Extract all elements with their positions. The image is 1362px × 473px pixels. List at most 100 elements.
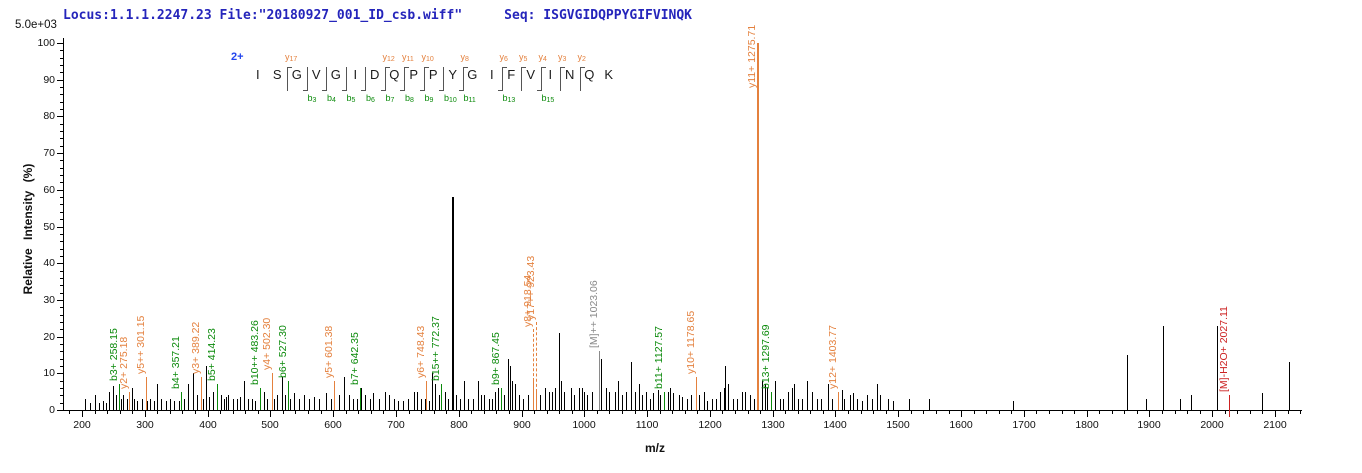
x-major-tick [647,411,648,417]
peak [780,398,781,410]
peak [615,391,616,410]
peak [853,393,854,410]
y-tick-label: 90 [43,74,55,86]
peak [888,398,889,410]
ion-peak-b7+ [360,387,361,410]
peak [725,365,726,410]
ion-peak-y12+ [838,391,839,410]
peak [121,398,122,410]
peak [132,387,133,410]
peak [414,391,415,410]
x-tick-label: 1000 [572,419,596,431]
y-ion-label: y2 [577,52,586,63]
peak [157,384,158,410]
peak [842,389,843,410]
x-minor-tick [999,411,1000,414]
x-major-tick [584,411,585,417]
peak [559,332,560,410]
ion-peak-label: [M]-H2O+ 2027.11 [1218,306,1230,393]
b-ion-hook [341,90,347,91]
peak [425,398,426,410]
peak [421,398,422,410]
x-minor-tick [974,411,975,414]
y-minor-tick [60,366,63,367]
peak [365,395,366,410]
peak [1127,354,1128,410]
peak [765,384,766,410]
peak [344,376,345,410]
y-major-tick [57,410,63,411]
peak [798,398,799,410]
peak [464,380,465,410]
b-ion-label: b9 [424,93,434,104]
y-tick-label: 60 [43,184,55,196]
peak [326,393,327,410]
b-ion-label: b10 [444,93,457,104]
x-minor-tick [1074,411,1075,414]
y-minor-tick [60,197,63,198]
b-ion-label: b11 [463,93,476,104]
y-ion-label: y5 [519,52,528,63]
b-ion-label: b8 [405,93,414,104]
peak [1163,325,1164,410]
peak [682,397,683,410]
peak [737,398,738,410]
y-major-tick [57,227,63,228]
x-minor-tick [810,411,811,414]
ion-peak-y3+ [201,376,202,410]
ion-peak-b9+ [501,387,502,410]
peak [290,398,291,410]
y-minor-tick [60,359,63,360]
ion-peak-y8+ [533,380,534,410]
peak [821,398,822,410]
residue-letter: I [353,67,358,82]
x-minor-tick [182,411,183,414]
peak [832,398,833,410]
y-tick-label: 80 [43,110,55,122]
x-minor-tick [735,411,736,414]
peak [750,395,751,410]
y-ion-hook [521,67,526,68]
y-minor-tick [60,351,63,352]
y-tick-label: 20 [43,331,55,343]
x-minor-tick [672,411,673,414]
peak [304,395,305,410]
peak [221,395,222,410]
x-major-tick [961,411,962,417]
ion-peak-label: b11+ 1127.57 [653,325,665,389]
peak [435,384,436,410]
y-minor-tick [60,381,63,382]
precursor-charge-label: 2+ [231,51,244,63]
x-tick-label: 1900 [1137,419,1161,431]
peak [862,400,863,410]
peak [394,398,395,410]
peak [515,384,516,410]
x-minor-tick [346,411,347,414]
y-minor-tick [60,271,63,272]
x-major-tick [835,411,836,417]
residue-letter: K [604,67,614,82]
x-minor-tick [886,411,887,414]
peak [716,398,717,410]
peak [123,395,124,410]
peak [745,391,746,410]
x-major-tick [1275,411,1276,417]
peak [264,391,265,410]
ion-peak-b4+ [181,391,182,410]
b-ion-hook [458,90,464,91]
peak [154,400,155,410]
peak [228,395,229,410]
x-major-tick [898,411,899,417]
y-ion-label: y3 [558,52,567,63]
x-tick-label: 1100 [635,419,659,431]
peak [489,398,490,410]
peak [699,395,700,410]
ion-peak-b15++ [441,384,442,410]
x-axis-title: m/z [645,441,666,455]
residue-letter: Q [389,67,400,82]
cleavage-bracket [365,67,366,91]
y-minor-tick [60,87,63,88]
peak [857,398,858,410]
peak [429,400,430,410]
